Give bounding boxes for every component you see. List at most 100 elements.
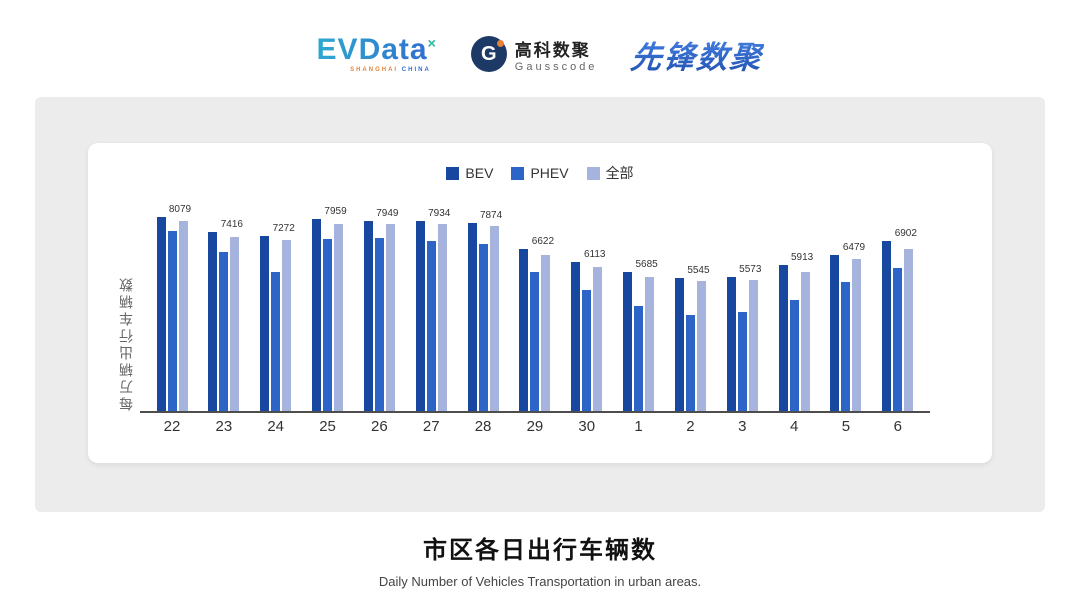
bars xyxy=(623,272,655,411)
bar-全部 xyxy=(904,249,914,411)
value-label: 5913 xyxy=(791,252,814,263)
bars xyxy=(830,255,862,411)
x-tick: 22 xyxy=(163,418,181,435)
value-label: 7272 xyxy=(272,223,295,234)
value-label: 6622 xyxy=(531,236,555,247)
value-label: 6479 xyxy=(842,242,866,253)
evdata-x-icon: × xyxy=(427,35,437,51)
value-label: 7959 xyxy=(324,206,347,217)
bars xyxy=(156,217,188,411)
chart-legend: BEV PHEV 全部 xyxy=(88,143,992,183)
legend-label-bev: BEV xyxy=(465,165,494,181)
x-tick: 30 xyxy=(578,418,596,435)
value-label: 5545 xyxy=(687,265,710,276)
gausscode-logo: G 高科数聚 Gausscode xyxy=(470,36,598,73)
y-axis-label: 每万辆出行车辆数 xyxy=(118,275,134,411)
bars xyxy=(415,221,447,411)
bar-group: 7959 xyxy=(304,191,352,411)
legend-item-all: 全部 xyxy=(586,163,634,183)
bar-全部 xyxy=(852,259,862,411)
bar-BEV xyxy=(623,272,633,411)
bar-PHEV xyxy=(841,282,851,411)
bars xyxy=(208,232,240,411)
bar-group: 6622 xyxy=(511,191,559,411)
bar-BEV xyxy=(726,277,736,411)
gausscode-text: 高科数聚 Gausscode xyxy=(515,36,598,73)
bars xyxy=(363,221,395,411)
bar-group: 6479 xyxy=(822,191,870,411)
bar-group: 6902 xyxy=(874,191,922,411)
bar-group: 6113 xyxy=(563,191,611,411)
value-label: 7934 xyxy=(428,208,451,219)
bars xyxy=(674,278,706,411)
bar-group: 7416 xyxy=(200,191,248,411)
x-tick: 1 xyxy=(634,418,643,435)
bar-全部 xyxy=(385,224,395,411)
value-label: 7416 xyxy=(220,219,243,230)
chart-card: BEV PHEV 全部 每万辆出行车辆数 8079 7416 7272 7959 794… xyxy=(88,143,992,463)
x-tick: 5 xyxy=(841,418,851,435)
bar-group: 5685 xyxy=(615,191,663,411)
bar-全部 xyxy=(541,255,551,411)
bars xyxy=(467,223,499,411)
bars xyxy=(778,265,810,411)
legend-item-bev: BEV xyxy=(446,165,493,181)
x-tick: 6 xyxy=(893,418,902,435)
value-label: 7874 xyxy=(479,210,503,221)
value-label: 7949 xyxy=(376,208,399,219)
plot-column: 8079 7416 7272 7959 7949 7934 7874 6622 6113 5685… xyxy=(140,191,930,441)
bars xyxy=(519,249,551,411)
bar-BEV xyxy=(363,221,373,411)
legend-label-phev: PHEV xyxy=(530,165,569,181)
bar-PHEV xyxy=(374,238,384,411)
bar-group: 7874 xyxy=(459,191,507,411)
bar-PHEV xyxy=(167,231,177,411)
bar-全部 xyxy=(593,267,603,411)
bar-BEV xyxy=(312,219,322,411)
bar-全部 xyxy=(334,224,344,411)
bars xyxy=(726,277,758,411)
bar-group: 7934 xyxy=(407,191,455,411)
evdata-subtext: SHANGHAI CHINA xyxy=(350,67,431,73)
bar-BEV xyxy=(882,241,892,411)
x-tick: 3 xyxy=(738,418,747,435)
x-tick: 29 xyxy=(526,418,544,435)
bar-BEV xyxy=(571,262,581,411)
bar-BEV xyxy=(467,223,477,411)
legend-label-all: 全部 xyxy=(605,165,634,181)
bar-PHEV xyxy=(530,272,540,411)
bar-全部 xyxy=(748,280,758,411)
gausscode-cn-label: 高科数聚 xyxy=(514,40,591,60)
x-tick: 24 xyxy=(267,418,285,435)
x-tick: 25 xyxy=(319,418,336,435)
bar-BEV xyxy=(415,221,425,411)
bar-group: 8079 xyxy=(148,191,196,411)
bar-全部 xyxy=(696,281,706,411)
bar-PHEV xyxy=(893,268,903,411)
bars xyxy=(882,241,914,411)
bars xyxy=(260,236,292,411)
x-tick: 23 xyxy=(215,418,233,435)
bar-BEV xyxy=(674,278,684,411)
value-label: 6902 xyxy=(894,228,917,239)
x-tick: 4 xyxy=(789,418,799,435)
bar-全部 xyxy=(489,226,499,411)
bar-BEV xyxy=(778,265,788,411)
chart-area: 每万辆出行车辆数 8079 7416 7272 7959 7949 7934 7874 662… xyxy=(88,191,992,441)
header: EVData× SHANGHAI CHINA G 高科数聚 Gausscode … xyxy=(0,22,1080,86)
gausscode-en-label: Gausscode xyxy=(514,60,598,73)
bar-全部 xyxy=(645,277,655,411)
bar-group: 5913 xyxy=(770,191,818,411)
bar-全部 xyxy=(178,221,188,411)
legend-swatch-bev xyxy=(446,166,460,180)
legend-swatch-all xyxy=(586,166,600,180)
evdata-wordmark: EVData xyxy=(316,33,428,66)
x-tick: 27 xyxy=(422,418,440,435)
bar-全部 xyxy=(282,240,292,411)
bar-全部 xyxy=(800,272,810,411)
value-label: 8079 xyxy=(168,204,192,215)
bar-group: 7272 xyxy=(252,191,300,411)
legend-item-phev: PHEV xyxy=(511,165,569,181)
bar-PHEV xyxy=(685,315,695,411)
bars xyxy=(571,262,603,411)
